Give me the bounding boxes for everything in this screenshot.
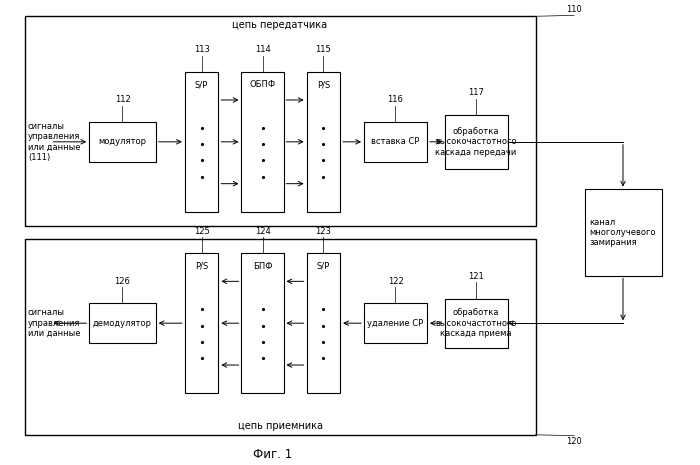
Text: 117: 117	[468, 88, 484, 98]
Text: 110: 110	[566, 5, 582, 14]
Text: 126: 126	[115, 277, 130, 286]
Text: S/P: S/P	[195, 80, 208, 89]
Text: вставка СР: вставка СР	[371, 137, 420, 146]
Text: БПФ: БПФ	[253, 262, 272, 271]
Bar	[90, 304, 155, 343]
Text: сигналы
управления
или данные: сигналы управления или данные	[28, 308, 80, 338]
Bar	[584, 190, 662, 275]
Bar	[444, 115, 508, 169]
Text: 120: 120	[566, 437, 582, 446]
Bar	[185, 72, 218, 212]
Bar	[241, 253, 284, 393]
Text: Фиг. 1: Фиг. 1	[253, 448, 293, 461]
Text: P/S: P/S	[195, 262, 208, 271]
Text: цепь передатчика: цепь передатчика	[232, 20, 328, 30]
Text: ОБПФ: ОБПФ	[249, 80, 276, 89]
Text: 121: 121	[468, 272, 484, 281]
Bar	[307, 72, 340, 212]
Text: обработка
высокочастотного
каскада передачи: обработка высокочастотного каскада перед…	[435, 127, 517, 157]
Text: 125: 125	[194, 227, 209, 236]
Text: 112: 112	[115, 95, 130, 105]
Bar	[444, 299, 508, 348]
Bar	[25, 16, 536, 226]
Bar	[364, 304, 427, 343]
Bar	[307, 253, 340, 393]
Text: обработка
высокочастотного
каскада приема: обработка высокочастотного каскада прием…	[435, 308, 517, 338]
Text: P/S: P/S	[317, 80, 330, 89]
Text: 113: 113	[194, 46, 209, 54]
Text: сигналы
управления
или данные
(111): сигналы управления или данные (111)	[28, 122, 80, 162]
Text: модулятор: модулятор	[99, 137, 146, 146]
Bar	[185, 253, 218, 393]
Text: канал
многолучевого
замирания: канал многолучевого замирания	[589, 218, 657, 247]
Bar	[90, 122, 155, 162]
Text: 116: 116	[388, 95, 403, 105]
Text: 124: 124	[255, 227, 270, 236]
Text: 123: 123	[316, 227, 331, 236]
Text: 114: 114	[255, 46, 270, 54]
Text: 115: 115	[316, 46, 331, 54]
Bar	[364, 122, 427, 162]
Text: демодулятор: демодулятор	[93, 319, 152, 328]
Bar	[25, 239, 536, 435]
Text: S/P: S/P	[317, 262, 330, 271]
Bar	[241, 72, 284, 212]
Text: удаление СР: удаление СР	[368, 319, 424, 328]
Text: цепь приемника: цепь приемника	[237, 421, 323, 431]
Text: 122: 122	[388, 277, 403, 286]
